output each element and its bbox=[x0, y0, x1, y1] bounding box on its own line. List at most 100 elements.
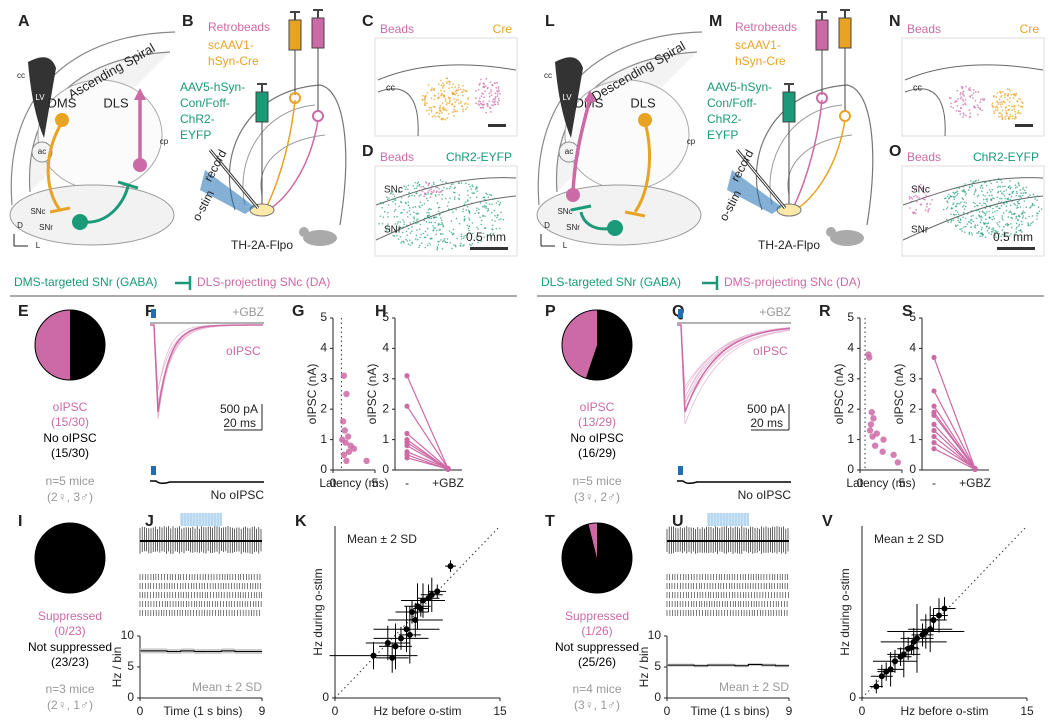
fiber-dot bbox=[387, 216, 389, 218]
fiber-dot bbox=[423, 219, 425, 222]
fiber-dot bbox=[964, 191, 966, 193]
cell-dot bbox=[1015, 116, 1017, 119]
fiber-dot bbox=[997, 200, 1000, 203]
cell-dot bbox=[950, 102, 952, 105]
histology-label: 0.5 mm bbox=[993, 230, 1033, 244]
fiber-dot bbox=[964, 225, 967, 228]
fiber-dot bbox=[1000, 178, 1002, 181]
fiber-dot bbox=[469, 243, 471, 246]
fiber-dot bbox=[1036, 218, 1038, 220]
scale-bar bbox=[1015, 124, 1033, 127]
fiber-dot bbox=[469, 185, 471, 188]
point bbox=[344, 433, 352, 440]
fiber-dot bbox=[425, 197, 428, 200]
fiber-dot bbox=[956, 211, 959, 213]
histology-outline bbox=[377, 88, 419, 137]
fiber-dot bbox=[406, 224, 408, 227]
panel-letter: C bbox=[362, 13, 374, 30]
x-tick-label: 0 bbox=[137, 704, 144, 718]
fiber-dot bbox=[981, 204, 983, 207]
fiber-dot bbox=[434, 221, 436, 224]
fiber-dot bbox=[449, 197, 451, 200]
cell-dot bbox=[494, 92, 497, 95]
fiber-dot bbox=[455, 208, 457, 211]
y-tick-label: 5 bbox=[320, 310, 327, 324]
fiber-dot bbox=[1007, 216, 1010, 218]
cell-dot bbox=[434, 115, 437, 118]
cell-dot bbox=[464, 108, 467, 111]
pie-label: Not suppressed bbox=[28, 640, 112, 654]
fiber-dot bbox=[997, 231, 999, 233]
cell-dot bbox=[445, 109, 448, 112]
cell-dot bbox=[430, 190, 433, 193]
mouse-count: n=5 mice bbox=[572, 474, 621, 488]
cell-dot bbox=[992, 105, 995, 108]
point bbox=[936, 612, 942, 619]
fiber-dot bbox=[416, 182, 419, 185]
fiber-dot bbox=[428, 214, 431, 216]
fiber-dot bbox=[441, 223, 444, 225]
cell-dot bbox=[455, 92, 458, 95]
cell-dot bbox=[457, 84, 460, 86]
cell-dot bbox=[441, 112, 443, 114]
cell-dot bbox=[910, 200, 913, 203]
cell-dot bbox=[976, 104, 979, 107]
fiber-dot bbox=[970, 222, 973, 225]
fiber-dot bbox=[491, 228, 494, 231]
cell-dot bbox=[960, 96, 963, 99]
fiber-dot bbox=[979, 216, 981, 218]
histology-label: cc bbox=[913, 82, 923, 92]
fiber-dot bbox=[420, 242, 423, 244]
fiber-dot bbox=[968, 186, 971, 189]
fiber-dot bbox=[968, 231, 971, 234]
cell-dot bbox=[909, 207, 911, 209]
fiber-dot bbox=[480, 240, 483, 242]
pair-point bbox=[931, 403, 937, 409]
panel-letter: V bbox=[822, 513, 833, 530]
cell-dot bbox=[489, 107, 492, 110]
cell-dot bbox=[913, 211, 916, 214]
trace-none bbox=[677, 480, 791, 485]
cell-dot bbox=[423, 99, 426, 101]
fiber-dot bbox=[438, 193, 440, 196]
cell-dot bbox=[489, 88, 492, 91]
cell-dot bbox=[452, 83, 454, 86]
cell-dot bbox=[441, 86, 444, 89]
cell-dot bbox=[979, 101, 982, 104]
fiber-dot bbox=[436, 246, 439, 248]
cell-dot bbox=[466, 106, 469, 109]
fiber-dot bbox=[407, 201, 410, 203]
cell-dot bbox=[1001, 118, 1004, 120]
fiber-dot bbox=[378, 222, 380, 225]
fiber-dot bbox=[1018, 214, 1020, 217]
cell-dot bbox=[440, 190, 443, 193]
fiber-dot bbox=[1004, 233, 1007, 236]
fiber-dot bbox=[991, 228, 993, 230]
cell-dot bbox=[991, 104, 994, 107]
inhibitory-terminal bbox=[49, 206, 71, 214]
point bbox=[339, 418, 347, 425]
cell-dot bbox=[480, 95, 483, 98]
fiber-dot bbox=[435, 233, 438, 236]
cell-dot bbox=[440, 84, 443, 87]
fiber-dot bbox=[408, 210, 411, 212]
fiber-dot bbox=[1009, 180, 1011, 182]
fiber-dot bbox=[1021, 216, 1024, 219]
injection-label: Con/Foff- bbox=[180, 96, 230, 110]
cell-dot bbox=[482, 86, 485, 89]
panel-letter: L bbox=[545, 13, 555, 30]
fiber-dot bbox=[491, 203, 493, 206]
fiber-dot bbox=[990, 230, 993, 233]
fiber-dot bbox=[1009, 223, 1012, 225]
cell-dot bbox=[968, 116, 971, 119]
fiber-dot bbox=[952, 203, 954, 206]
fiber-dot bbox=[485, 202, 487, 204]
cell-dot bbox=[438, 187, 441, 190]
fiber-dot bbox=[964, 194, 967, 196]
cell-dot bbox=[431, 115, 434, 118]
fiber-dot bbox=[409, 232, 412, 234]
fiber-dot bbox=[985, 204, 988, 207]
x-tick-label: 0 bbox=[664, 704, 671, 718]
cell-dot bbox=[1008, 97, 1011, 99]
